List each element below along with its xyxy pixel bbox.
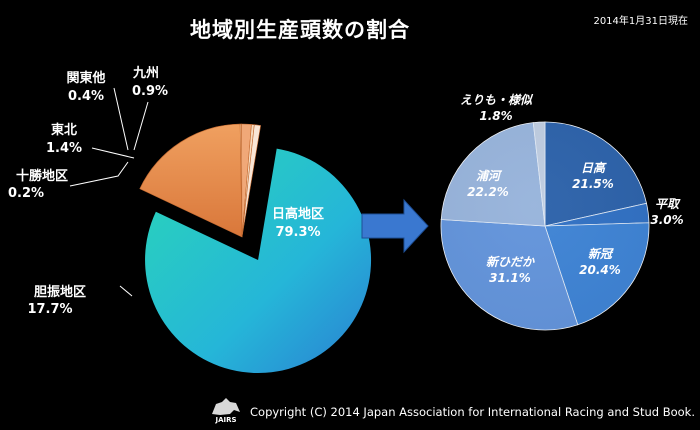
slice-value-えりも・様似: 1.8%	[479, 109, 512, 123]
slice-label-平取: 平取	[655, 197, 681, 211]
leader-line	[119, 285, 133, 297]
slice-value-日高地区: 79.3%	[275, 225, 320, 240]
slice-label-新ひだか: 新ひだか	[486, 255, 535, 269]
slice-value-十勝地区: 0.2%	[8, 186, 44, 201]
slice-label-浦河: 浦河	[476, 169, 503, 183]
slice-label-日高: 日高	[581, 161, 607, 175]
pie-sheen	[441, 122, 649, 330]
slice-九州	[241, 124, 261, 238]
slice-value-九州: 0.9%	[132, 84, 168, 99]
right-pie	[440, 121, 650, 331]
right-pie-labels: 日高 21.5% 平取 3.0% 新冠 20.4% 新ひだか 31.1% 浦河 22.2% えりも・…	[460, 93, 684, 285]
slice-value-新冠: 20.4%	[579, 263, 621, 277]
slice-value-日高: 21.5%	[572, 177, 614, 191]
slice-胆振地区	[139, 123, 243, 238]
left-pie	[139, 123, 372, 374]
slice-label-関東他: 関東他	[66, 70, 105, 86]
slice-label-十勝地区: 十勝地区	[16, 168, 68, 184]
copyright-text: Copyright (C) 2014 Japan Association for…	[250, 405, 695, 419]
leader-line	[133, 101, 149, 151]
slice-value-東北: 1.4%	[46, 141, 82, 156]
slice-value-平取: 3.0%	[650, 213, 683, 227]
jairs-logo-icon: JAIRS	[212, 398, 240, 424]
slice-label-胆振地区: 胆振地区	[34, 284, 86, 300]
slice-日高地区	[145, 148, 372, 374]
date-note: 2014年1月31日現在	[593, 16, 688, 27]
slice-value-浦河: 22.2%	[467, 185, 509, 199]
slice-value-胆振地区: 17.7%	[27, 302, 72, 317]
slice-label-日高地区: 日高地区	[272, 206, 324, 222]
slice-label-東北: 東北	[51, 122, 77, 138]
slice-label-新冠: 新冠	[588, 247, 614, 261]
chart-title: 地域別生産頭数の割合	[190, 18, 410, 42]
logo-text: JAIRS	[214, 416, 236, 424]
leader-line	[113, 87, 129, 151]
slice-label-九州: 九州	[132, 66, 159, 81]
left-pie-labels: 日高地区 79.3% 胆振地区 17.7% 十勝地区 0.2% 東北 1.4% 関東他 0.4% 九…	[8, 66, 324, 317]
slice-value-新ひだか: 31.1%	[489, 271, 531, 285]
left-pie-leader-lines	[69, 87, 149, 297]
leader-line	[69, 161, 129, 187]
arrow-icon	[361, 198, 429, 254]
leader-line	[91, 147, 135, 159]
slice-value-関東他: 0.4%	[68, 89, 104, 104]
slice-label-えりも・様似: えりも・様似	[460, 93, 534, 107]
